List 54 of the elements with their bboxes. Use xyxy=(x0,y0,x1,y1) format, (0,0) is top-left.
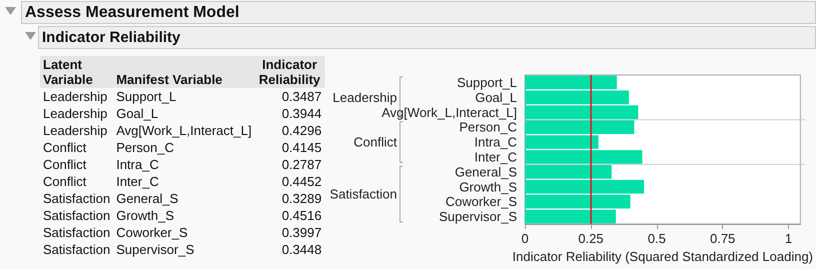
text: Conflict xyxy=(43,174,86,189)
category-label: Inter_C xyxy=(116,174,159,189)
category-label: Avg[Work_L,Interact_L] xyxy=(116,123,252,138)
category-label: General_S xyxy=(116,191,178,206)
category-label: Intra_C xyxy=(116,157,159,172)
text: 0.3448 xyxy=(280,241,323,258)
category-label: Coworker_S xyxy=(116,225,188,240)
y-tick-label: General_S xyxy=(454,164,518,180)
y-tick-label: Coworker_S xyxy=(445,194,518,210)
y-tick-label: Inter_C xyxy=(474,149,517,164)
y-tick-label: Growth_S xyxy=(459,179,518,194)
text: 0.4452 xyxy=(280,173,323,190)
y-tick-label: Supervisor_S xyxy=(438,209,518,224)
text: Indicator Reliability xyxy=(254,56,325,88)
text: Latent Variable xyxy=(40,56,114,88)
x-tick-label: 0 xyxy=(521,231,529,246)
text: Leadership xyxy=(332,90,397,105)
y-tick-label: Avg[Work_L,Interact_L] xyxy=(382,104,517,120)
text: Leadership xyxy=(42,105,108,122)
y-tick-label: Intra_C xyxy=(474,134,517,150)
text: 0.2787 xyxy=(280,156,323,173)
text: Manifest Variable xyxy=(113,56,255,88)
category-label: Person_C xyxy=(116,140,174,155)
y-tick-label: Goal_L xyxy=(475,90,517,105)
x-tick-label: 0.75 xyxy=(710,231,736,246)
text: 0.3487 xyxy=(280,88,323,105)
text: Assess Measurement Model xyxy=(21,1,816,24)
text: Indicator Reliability xyxy=(38,26,816,49)
text: Satisfaction xyxy=(42,207,112,224)
text: Leadership xyxy=(43,123,108,138)
text: 0.3944 xyxy=(280,105,323,122)
text: Conflict xyxy=(42,156,88,173)
text: 0.4296 xyxy=(280,122,323,139)
text: 0.4145 xyxy=(280,139,323,156)
text: 0.4516 xyxy=(280,207,323,224)
x-tick-label: 0.25 xyxy=(578,231,604,246)
y-tick-label: Support_L xyxy=(457,74,517,90)
x-tick-label: 1 xyxy=(784,231,792,246)
text: Satisfaction xyxy=(330,186,397,202)
y-tick-label: Person_C xyxy=(459,120,517,135)
category-label: Supervisor_S xyxy=(116,242,194,257)
text: Leadership xyxy=(42,88,108,105)
category-label: Growth_S xyxy=(116,208,174,223)
x-axis-title: Indicator Reliability (Squared Standardized Loading) xyxy=(512,249,813,264)
text: 0.3997 xyxy=(280,224,323,241)
category-label: Support_L xyxy=(116,89,176,104)
text: Conflict xyxy=(42,139,88,156)
category-label: Goal_L xyxy=(116,106,158,121)
text: Satisfaction xyxy=(43,242,110,257)
text: Satisfaction xyxy=(42,190,112,207)
text: 0.3289 xyxy=(280,190,323,207)
text: Satisfaction xyxy=(42,224,112,241)
text: Conflict xyxy=(354,134,398,150)
x-tick-label: 0.5 xyxy=(648,231,666,246)
